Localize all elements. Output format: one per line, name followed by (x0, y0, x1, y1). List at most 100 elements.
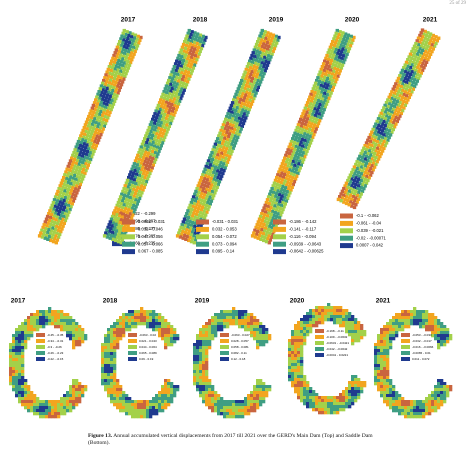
map-cell (380, 122, 385, 126)
map-cell (366, 138, 370, 142)
map-cell (206, 159, 211, 163)
map-cell (155, 400, 159, 404)
map-cell (104, 80, 109, 84)
map-cell (336, 321, 340, 325)
map-cell (150, 159, 154, 163)
map-cell (371, 154, 375, 159)
legend-label: -0.116 - -0.094 (289, 234, 317, 239)
map-cell (146, 406, 150, 410)
map-cell (231, 130, 235, 134)
map-cell (162, 129, 166, 133)
map-cell (191, 50, 196, 54)
map-cell (93, 130, 97, 134)
map-cell (152, 325, 156, 329)
map-cell (125, 36, 130, 41)
map-cell (114, 80, 118, 85)
map-cell (161, 328, 165, 332)
map-cell (387, 122, 391, 126)
map-cell (77, 169, 81, 173)
map-cell (235, 415, 239, 419)
map-cell (149, 313, 153, 317)
map-cell (167, 334, 171, 338)
map-cell (247, 68, 251, 73)
map-cell (329, 68, 333, 72)
map-cell (57, 316, 61, 320)
map-cell (125, 409, 129, 413)
map-cell (237, 123, 242, 127)
map-cell (204, 213, 208, 217)
map-cell (291, 339, 295, 343)
map-cell (223, 127, 227, 131)
map-cell (161, 108, 165, 113)
map-cell (201, 202, 206, 207)
map-cell (57, 203, 61, 207)
map-cell (378, 114, 382, 118)
map-cell (437, 346, 441, 350)
map-cell (236, 126, 241, 130)
map-cell (171, 67, 175, 72)
map-cell (198, 33, 203, 37)
map-cell (57, 319, 61, 323)
map-cell (91, 113, 95, 117)
map-cell (199, 208, 203, 212)
map-cell (158, 391, 162, 395)
map-cell (167, 394, 171, 398)
map-cell (336, 35, 340, 39)
map-cell (52, 230, 56, 234)
map-cell (318, 408, 322, 412)
map-cell (128, 412, 132, 416)
map-cell (259, 237, 263, 241)
map-cell (162, 122, 166, 126)
map-cell (21, 388, 25, 392)
map-cell (395, 397, 399, 401)
map-cell (392, 406, 396, 410)
map-cell (300, 327, 304, 331)
map-cell (141, 188, 145, 192)
map-cell (167, 108, 172, 112)
map-cell (252, 96, 256, 101)
year-label: 2021 (423, 17, 438, 24)
map-cell (67, 178, 71, 182)
map-cell (205, 194, 209, 198)
map-cell (383, 370, 387, 374)
map-cell (160, 125, 165, 129)
map-cell (251, 57, 256, 62)
map-cell (225, 131, 229, 135)
map-cell (123, 184, 127, 188)
map-cell (21, 322, 25, 326)
map-cell (300, 372, 304, 376)
map-cell (398, 107, 402, 111)
map-cell (165, 91, 169, 95)
map-cell (188, 219, 192, 224)
map-cell (316, 105, 321, 109)
map-cell (54, 218, 58, 222)
map-cell (75, 191, 79, 195)
legend-swatch (273, 234, 286, 240)
map-cell (431, 397, 435, 401)
map-cell (402, 99, 406, 103)
map-cell (254, 52, 258, 56)
map-cell (288, 354, 292, 358)
map-cell (383, 340, 387, 344)
map-cell (291, 166, 296, 170)
map-cell (62, 175, 66, 180)
map-cell (55, 231, 59, 235)
map-cell (184, 60, 188, 64)
map-cell (90, 129, 95, 133)
map-cell (120, 192, 124, 196)
map-cell (398, 74, 402, 78)
map-cell (117, 237, 122, 241)
map-cell (293, 138, 298, 142)
map-cell (413, 400, 417, 404)
map-cell (18, 340, 22, 344)
map-cell (297, 146, 301, 150)
map-cell (309, 330, 313, 334)
map-cell (143, 406, 147, 410)
map-cell (363, 381, 367, 385)
map-cell (255, 65, 259, 70)
map-cell (109, 75, 114, 79)
map-cell (414, 68, 418, 73)
map-cell (90, 145, 95, 149)
map-cell (324, 315, 328, 319)
map-cell (183, 85, 187, 90)
